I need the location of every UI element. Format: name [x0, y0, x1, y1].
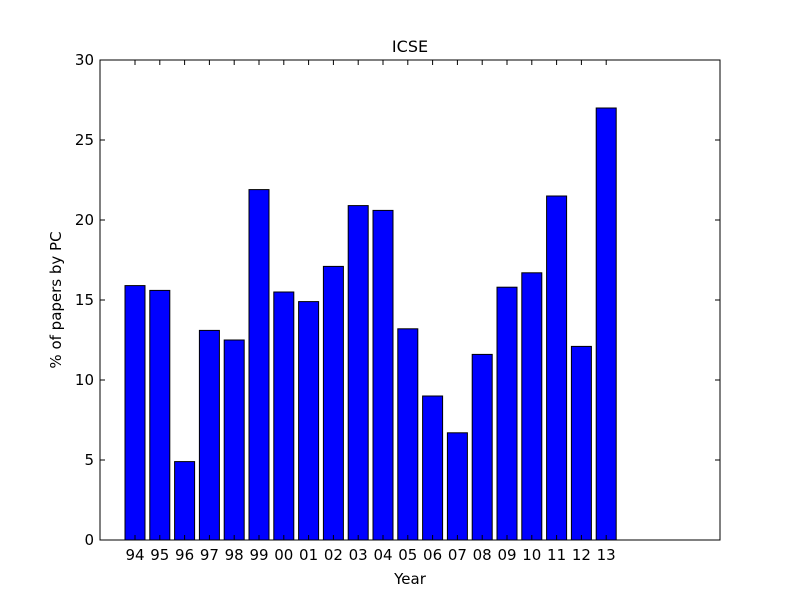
- x-tick-label: 99: [249, 546, 268, 564]
- x-tick-label: 13: [597, 546, 616, 564]
- y-tick-label: 15: [75, 291, 94, 309]
- plot-area-frame: [99, 59, 721, 541]
- bar-12: [570, 345, 592, 541]
- y-tick-label: 10: [75, 371, 94, 389]
- bar-10: [521, 272, 543, 541]
- bar-01: [298, 301, 320, 541]
- x-tick-label: 09: [497, 546, 516, 564]
- bar-97: [198, 329, 220, 541]
- x-tick-label: 05: [398, 546, 417, 564]
- y-tick-label: 25: [75, 131, 94, 149]
- bar-07: [446, 432, 468, 541]
- bar-13: [595, 107, 617, 541]
- x-tick-label: 04: [373, 546, 392, 564]
- x-tick-label: 01: [299, 546, 318, 564]
- x-tick-label: 94: [125, 546, 144, 564]
- y-axis-label: % of papers by PC: [47, 231, 65, 368]
- x-tick-label: 00: [274, 546, 293, 564]
- bar-98: [223, 339, 245, 541]
- x-axis-label: Year: [393, 570, 427, 588]
- bar-95: [149, 289, 171, 541]
- bar-02: [322, 265, 344, 541]
- bar-94: [124, 285, 146, 541]
- bar-96: [174, 461, 196, 541]
- bar-08: [471, 353, 493, 541]
- y-tick-label: 5: [84, 451, 94, 469]
- x-tick-label: 06: [423, 546, 442, 564]
- bar-99: [248, 189, 270, 541]
- x-tick-label: 10: [522, 546, 541, 564]
- bar-06: [422, 395, 444, 541]
- x-tick-label: 12: [572, 546, 591, 564]
- x-tick-label: 95: [150, 546, 169, 564]
- bar-11: [546, 195, 568, 541]
- chart-title: ICSE: [392, 37, 428, 56]
- x-tick-label: 11: [547, 546, 566, 564]
- bar-00: [273, 291, 295, 541]
- y-tick-label: 0: [84, 531, 94, 549]
- bar-09: [496, 286, 518, 541]
- x-tick-label: 02: [324, 546, 343, 564]
- x-tick-label: 96: [175, 546, 194, 564]
- x-tick-label: 07: [448, 546, 467, 564]
- y-tick-label: 30: [75, 51, 94, 69]
- x-tick-label: 97: [200, 546, 219, 564]
- bars-group: [124, 107, 617, 541]
- x-tick-label: 08: [473, 546, 492, 564]
- bar-04: [372, 209, 394, 541]
- x-tick-label: 98: [225, 546, 244, 564]
- bar-03: [347, 205, 369, 541]
- bar-05: [397, 328, 419, 541]
- x-tick-label: 03: [349, 546, 368, 564]
- y-tick-label: 20: [75, 211, 94, 229]
